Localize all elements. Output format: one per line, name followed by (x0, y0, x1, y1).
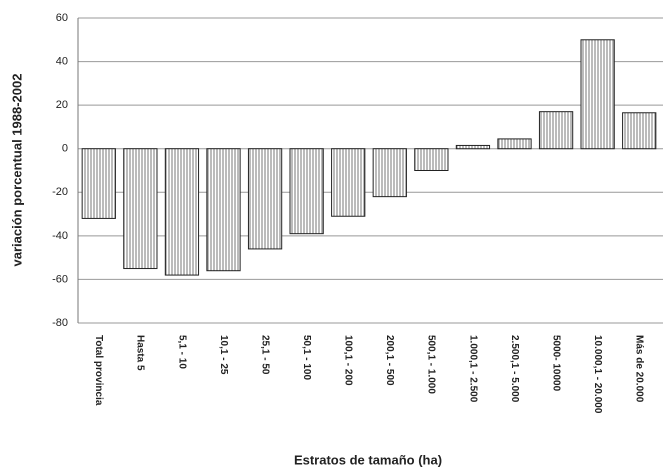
x-tick-label: Más de 20.000 (634, 335, 645, 403)
bar (331, 148, 366, 217)
x-tick-label: 1.000,1 - 2.500 (467, 335, 478, 403)
x-tick-label: Total provincia (93, 335, 104, 406)
bar (538, 111, 574, 150)
bar (622, 112, 657, 150)
x-tick-label: 500,1 - 1.000 (426, 335, 437, 394)
y-tick-label: 40 (56, 55, 68, 67)
x-tick-label: 200,1 - 500 (384, 335, 395, 386)
y-tick-label: -40 (52, 230, 68, 242)
x-tick-label: 50,1 - 100 (301, 335, 312, 380)
x-tick-label: Hasta 5 (135, 335, 146, 371)
bar (372, 148, 407, 198)
bar (497, 138, 532, 150)
y-tick-label: 0 (62, 143, 68, 155)
x-tick-label: 25,1 - 50 (259, 335, 270, 375)
x-tick-label: 10,1 - 25 (218, 335, 229, 375)
y-axis-title: variación porcentual 1988-2002 (9, 74, 24, 267)
y-tick-label: -80 (52, 317, 68, 329)
bar (123, 148, 158, 270)
bar (81, 148, 116, 219)
bar (580, 39, 615, 150)
x-tick-label: 5000- 10000 (550, 335, 561, 392)
bar (164, 148, 200, 276)
x-tick-label: 5,1 - 10 (176, 335, 187, 369)
x-axis-title: Estratos de tamaño (ha) (294, 452, 442, 467)
y-tick-label: -20 (52, 186, 68, 198)
bar (289, 148, 324, 235)
y-tick-label: 60 (56, 12, 68, 24)
bar (206, 148, 241, 272)
x-tick-label: 100,1 - 200 (343, 335, 354, 386)
y-tick-label: 20 (56, 99, 68, 111)
bar (455, 144, 491, 150)
y-tick-label: -60 (52, 273, 68, 285)
bar (247, 148, 283, 250)
x-tick-label: 10.000,1 - 20.000 (592, 335, 603, 414)
bar (414, 148, 449, 171)
x-tick-label: 2.500,1 - 5.000 (509, 335, 520, 403)
